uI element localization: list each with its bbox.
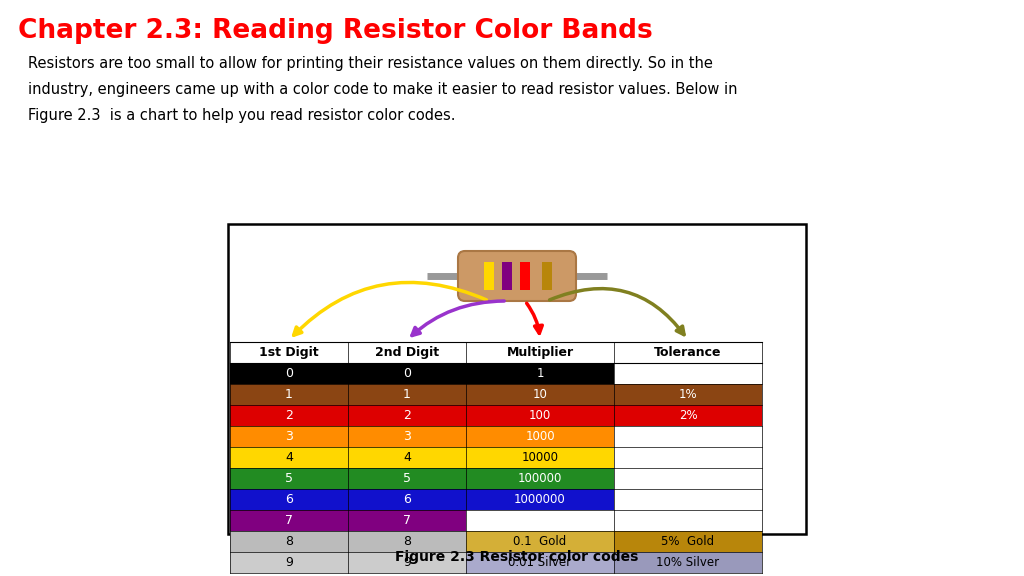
Text: 1st Digit: 1st Digit <box>259 346 318 359</box>
Text: 100: 100 <box>528 409 551 422</box>
Text: 8: 8 <box>285 535 293 548</box>
Bar <box>614 531 762 552</box>
Text: 10% Silver: 10% Silver <box>656 556 720 569</box>
Bar <box>484 262 494 290</box>
Text: 10000: 10000 <box>521 451 558 464</box>
Text: 0.1  Gold: 0.1 Gold <box>513 535 566 548</box>
Bar <box>348 405 466 426</box>
Bar <box>348 447 466 468</box>
Bar <box>466 405 614 426</box>
Text: 1: 1 <box>537 367 544 380</box>
Bar <box>348 363 466 384</box>
Text: 6: 6 <box>285 493 293 506</box>
Bar <box>466 531 614 552</box>
Bar <box>542 262 552 290</box>
Bar <box>466 447 614 468</box>
Bar <box>466 489 614 510</box>
Text: 6: 6 <box>403 493 411 506</box>
Bar <box>230 405 348 426</box>
Text: 7: 7 <box>285 514 293 527</box>
Text: Figure 2.3 Resistor color codes: Figure 2.3 Resistor color codes <box>395 550 639 564</box>
Text: 0.01 Silver: 0.01 Silver <box>509 556 571 569</box>
Bar <box>230 489 348 510</box>
Text: 10: 10 <box>532 388 548 401</box>
Text: 0: 0 <box>285 367 293 380</box>
Bar <box>466 363 614 384</box>
Bar <box>230 384 348 405</box>
Text: 5: 5 <box>403 472 411 485</box>
Text: 1: 1 <box>285 388 293 401</box>
Bar <box>466 384 614 405</box>
Bar <box>520 262 530 290</box>
Bar <box>230 426 348 447</box>
Text: 0: 0 <box>403 367 411 380</box>
Text: 2%: 2% <box>679 409 697 422</box>
Text: 9: 9 <box>403 556 411 569</box>
Text: Resistors are too small to allow for printing their resistance values on them di: Resistors are too small to allow for pri… <box>28 56 713 71</box>
Text: 4: 4 <box>403 451 411 464</box>
Bar <box>348 510 466 531</box>
Bar <box>230 510 348 531</box>
Bar <box>228 224 806 534</box>
Bar <box>466 426 614 447</box>
Text: 1: 1 <box>403 388 411 401</box>
Bar <box>348 489 466 510</box>
Bar <box>466 552 614 573</box>
Bar <box>348 552 466 573</box>
Text: Chapter 2.3: Reading Resistor Color Bands: Chapter 2.3: Reading Resistor Color Band… <box>18 18 652 44</box>
Bar <box>614 405 762 426</box>
Bar <box>230 363 348 384</box>
Bar <box>348 468 466 489</box>
Text: 3: 3 <box>403 430 411 443</box>
Text: 9: 9 <box>285 556 293 569</box>
Text: 5%  Gold: 5% Gold <box>662 535 715 548</box>
Text: 7: 7 <box>403 514 411 527</box>
Text: industry, engineers came up with a color code to make it easier to read resistor: industry, engineers came up with a color… <box>28 82 737 97</box>
Text: Tolerance: Tolerance <box>654 346 722 359</box>
Text: 4: 4 <box>285 451 293 464</box>
Bar <box>348 426 466 447</box>
Text: Multiplier: Multiplier <box>507 346 573 359</box>
Text: 8: 8 <box>403 535 411 548</box>
Bar <box>230 552 348 573</box>
Bar <box>502 262 512 290</box>
Bar <box>230 531 348 552</box>
Bar <box>614 552 762 573</box>
Bar <box>230 468 348 489</box>
Text: Figure 2.3  is a chart to help you read resistor color codes.: Figure 2.3 is a chart to help you read r… <box>28 108 456 123</box>
Text: 2: 2 <box>285 409 293 422</box>
FancyBboxPatch shape <box>458 251 575 301</box>
Text: 3: 3 <box>285 430 293 443</box>
Text: 2nd Digit: 2nd Digit <box>375 346 439 359</box>
Text: 100000: 100000 <box>518 472 562 485</box>
Text: 1000000: 1000000 <box>514 493 566 506</box>
Text: 1000: 1000 <box>525 430 555 443</box>
Text: 5: 5 <box>285 472 293 485</box>
Bar <box>348 531 466 552</box>
Bar <box>230 447 348 468</box>
Text: 2: 2 <box>403 409 411 422</box>
Bar <box>466 468 614 489</box>
Text: 1%: 1% <box>679 388 697 401</box>
Bar <box>348 384 466 405</box>
Bar <box>614 384 762 405</box>
